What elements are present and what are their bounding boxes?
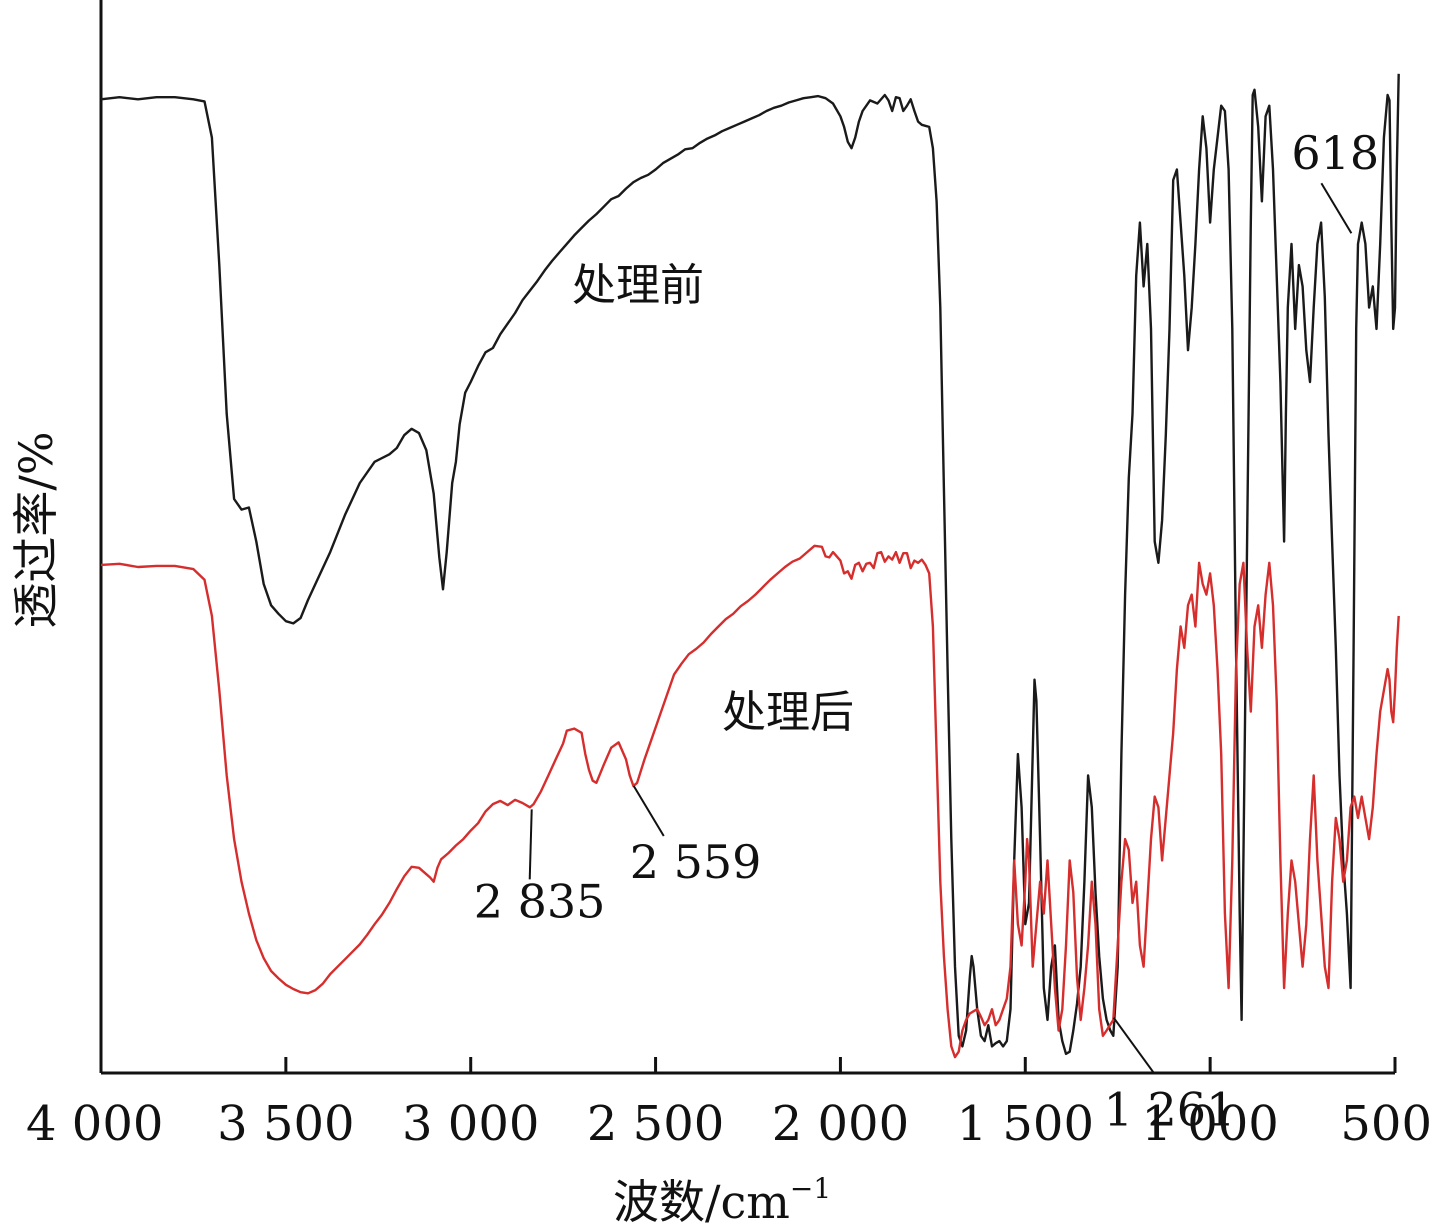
x-tick-label-2000: 2 000 xyxy=(772,1096,909,1152)
x-axis-title-text: 波数/cm xyxy=(613,1175,790,1227)
annotation-leader-1 xyxy=(632,785,665,837)
annotation-layer: 2 835 2 559 1 261 618 xyxy=(474,126,1379,1136)
series-layer xyxy=(100,73,1400,1059)
annotation-label-1: 2 559 xyxy=(630,835,762,889)
annotation-leader-3 xyxy=(1320,182,1353,234)
x-tick-label-4000: 4 000 xyxy=(26,1096,163,1152)
x-tick-label-1500: 1 500 xyxy=(957,1096,1094,1152)
series-line-0 xyxy=(100,73,1400,1056)
x-axis-title-sup: −1 xyxy=(790,1172,831,1205)
annotation-label-2: 1 261 xyxy=(1104,1083,1236,1137)
x-tick-label-3500: 3 500 xyxy=(217,1096,354,1152)
annotation-leader-0 xyxy=(528,809,533,880)
series-label-after: 处理后 xyxy=(722,687,854,738)
x-tick-label-2500: 2 500 xyxy=(587,1096,724,1152)
x-tick-labels: 4 000 3 500 3 000 2 500 2 000 1 500 1 000 500 xyxy=(26,1096,1432,1152)
y-axis-title: 透过率/% xyxy=(9,431,63,628)
x-tick-label-3000: 3 000 xyxy=(402,1096,539,1152)
series-label-before: 处理前 xyxy=(572,260,704,311)
annotation-label-3: 618 xyxy=(1291,126,1379,180)
annotation-label-0: 2 835 xyxy=(474,874,606,928)
x-tick-label-500: 500 xyxy=(1340,1096,1432,1152)
x-axis-title: 波数/cm−1 xyxy=(613,1172,831,1227)
annotation-leader-2 xyxy=(1112,1017,1155,1074)
series-line-1 xyxy=(100,544,1400,1059)
x-tick-label-1000: 1 000 xyxy=(1141,1096,1278,1152)
x-ticks xyxy=(99,1057,1397,1073)
